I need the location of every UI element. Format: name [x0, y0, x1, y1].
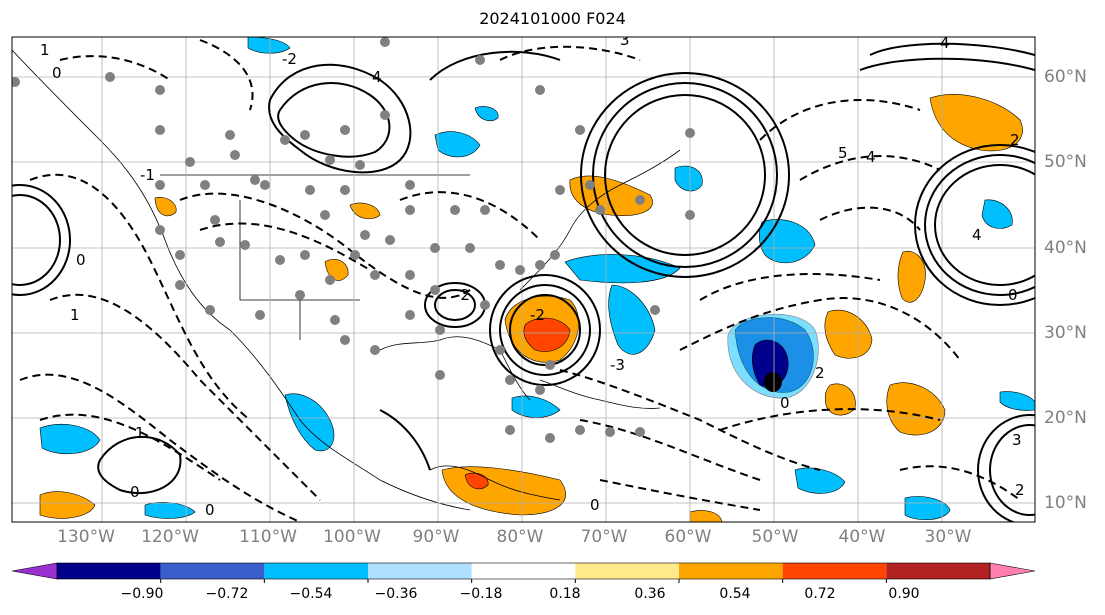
lon-label: 100°W: [323, 527, 381, 547]
lightblue-fill-region: [247, 37, 291, 54]
contour-label: 4: [372, 68, 382, 86]
colorbar-segment: [57, 563, 161, 579]
contour-label: 0: [780, 394, 790, 412]
contour-label: 4: [866, 148, 876, 166]
contour-label: 3: [620, 31, 630, 49]
lat-label: 60°N: [1044, 67, 1087, 87]
lightblue-fill-region: [999, 391, 1035, 411]
orange-fill-region: [154, 197, 177, 217]
colorbar-segment: [264, 563, 368, 579]
orange-fill-region: [349, 202, 381, 220]
contour-label: 1: [40, 41, 50, 59]
lightblue-fill-region: [608, 284, 656, 355]
contour-label: 5: [838, 144, 848, 162]
lon-label: 30°W: [924, 527, 972, 547]
contour-label: 0: [52, 64, 62, 82]
lon-label: 40°W: [838, 527, 886, 547]
contour-label: 0: [76, 251, 86, 269]
lightblue-fill-region: [981, 199, 1013, 229]
colorbar-extend-low: [11, 562, 58, 580]
orange-fill-region: [824, 309, 873, 359]
lightblue-fill-region: [284, 393, 335, 452]
map-frame: [11, 36, 1036, 523]
colorbar-segment: [160, 563, 265, 579]
solid-contours: [12, 42, 1035, 522]
lon-label: 90°W: [412, 527, 460, 547]
colorbar-segment: [368, 563, 472, 579]
lon-label: 110°W: [239, 527, 297, 547]
orange-fill-region: [824, 383, 856, 416]
contour-label: -1: [140, 166, 155, 184]
colorbar-extend-high: [989, 562, 1036, 580]
colorbar-tick-label: −0.90: [120, 586, 164, 602]
lat-label: 30°N: [1044, 323, 1087, 343]
lon-label: 60°W: [664, 527, 712, 547]
colorbar-tick-label: −0.54: [289, 586, 333, 602]
colorbar-segment: [782, 563, 887, 579]
contour-label: 3: [1012, 431, 1022, 449]
dashed-contours: [19, 39, 1021, 522]
contour-label: -3: [610, 356, 625, 374]
lightblue-fill-region: [674, 165, 703, 192]
contour-label: 2: [1010, 131, 1020, 149]
contour-label: 1: [135, 424, 145, 442]
colorbar: [11, 562, 1036, 583]
lon-label: 80°W: [496, 527, 544, 547]
colorbar-tick-label: 0.90: [888, 586, 920, 602]
colorbar-tick-label: 0.36: [634, 586, 666, 602]
lightblue-fill-region: [434, 131, 481, 158]
contour-label: 0: [590, 496, 600, 514]
lon-label: 120°W: [141, 527, 199, 547]
colorbar-segment: [679, 563, 783, 579]
lat-label: 50°N: [1044, 152, 1087, 172]
contour-label: -2: [530, 306, 545, 324]
contour-label: 4: [940, 34, 950, 52]
lat-lon-grid: [12, 37, 1035, 522]
colorbar-frame: [56, 562, 991, 580]
colorbar-tick-label: 0.54: [719, 586, 751, 602]
map-title: 2024101000 F024: [479, 9, 626, 28]
navy-dot: [764, 372, 782, 392]
colorbar-tick-label: −0.72: [205, 586, 249, 602]
contour-value-labels: 1 0 1 0 0 1 4 -2 -2 -2 -3 5 4 4 2 0 0 2 …: [40, 31, 1025, 519]
station-markers: [12, 37, 695, 443]
orange-fill-region: [39, 491, 96, 519]
orange-fill-region: [929, 94, 1023, 152]
red-fill-region: [523, 317, 571, 352]
colorbar-segment: [471, 563, 576, 579]
contour-label: 1: [70, 306, 80, 324]
colorbar-tick-label: 0.72: [804, 586, 836, 602]
contour-label: -2: [455, 286, 470, 304]
contour-label: 2: [1015, 481, 1025, 499]
contour-label: 0: [205, 501, 215, 519]
orange-fill-region: [689, 510, 723, 522]
lat-label: 20°N: [1044, 408, 1087, 428]
contour-label: -2: [282, 50, 297, 68]
orange-fill-region: [897, 250, 926, 303]
lightblue-fill-region: [144, 502, 196, 519]
lon-label: 50°W: [751, 527, 799, 547]
contour-label: 4: [972, 226, 982, 244]
lat-label: 10°N: [1044, 493, 1087, 513]
lon-label: 130°W: [57, 527, 115, 547]
contour-label: 0: [130, 483, 140, 501]
lightblue-fill-region: [39, 423, 101, 455]
colorbar-tick-label: −0.18: [459, 586, 503, 602]
colorbar-tick-label: −0.36: [374, 586, 418, 602]
contour-label: 2: [815, 364, 825, 382]
colorbar-tick-label: 0.18: [549, 586, 581, 602]
coastlines: [12, 49, 681, 511]
colorbar-segment: [886, 563, 990, 579]
lightblue-fill-region: [904, 496, 951, 520]
lightblue-fill-region: [474, 106, 499, 121]
lightblue-fill-region: [794, 467, 846, 494]
lat-label: 40°N: [1044, 238, 1087, 258]
lightblue-fill-region: [511, 395, 561, 418]
lon-label: 70°W: [580, 527, 628, 547]
contour-label: 0: [1008, 286, 1018, 304]
colorbar-segment: [575, 563, 679, 579]
